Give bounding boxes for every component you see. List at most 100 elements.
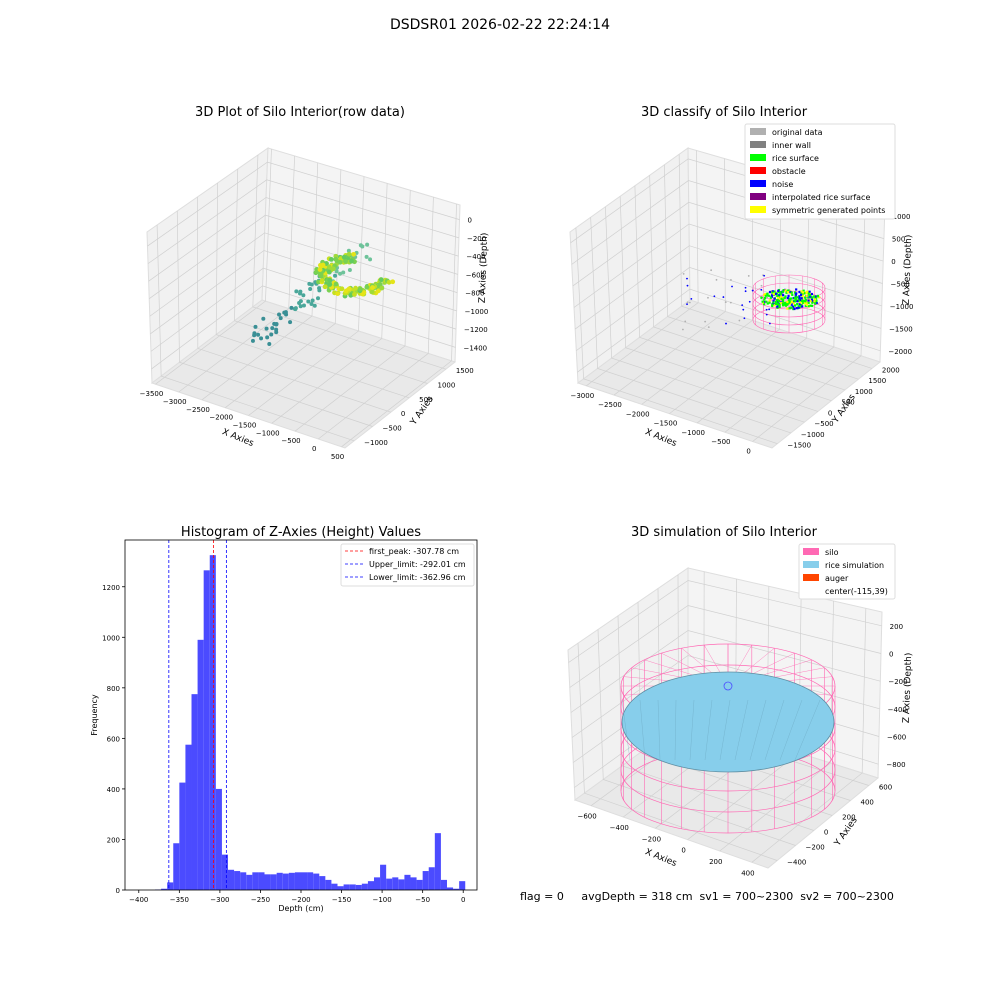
classified-point [777, 299, 781, 303]
x-tick-label: −3000 [163, 398, 187, 406]
classified-point [796, 302, 799, 306]
surface-point [326, 264, 332, 270]
z-axis-label: Z Axies (Depth) [478, 233, 490, 304]
classified-point [778, 303, 781, 307]
legend-swatch [750, 193, 766, 200]
classified-point [771, 303, 774, 306]
histogram-bar [367, 881, 374, 890]
y-tick-label: −500 [814, 420, 833, 428]
legend-label: center(-115,39) [825, 587, 888, 596]
raw-point [277, 312, 282, 317]
classified-point [773, 290, 776, 293]
figure-suptitle: DSDSR01 2026-02-22 22:24:14 [389, 17, 610, 33]
raw-point [312, 303, 317, 308]
legend-label: Lower_limit: -362.96 cm [369, 573, 466, 582]
classified-point [799, 305, 802, 308]
y-tick-label: 1200 [102, 584, 120, 592]
x-gridline [719, 600, 834, 852]
raw-point [274, 322, 279, 327]
noise-point [682, 328, 684, 331]
histogram-bar [197, 639, 204, 890]
histogram-bar [453, 888, 460, 890]
classified-point [775, 299, 779, 302]
x-gridline [201, 162, 319, 401]
histogram-bar [294, 872, 301, 890]
classified-point [803, 299, 806, 303]
legend-label: symmetric generated points [772, 206, 885, 215]
y-gridline [577, 643, 778, 861]
x-tick-label: −350 [170, 896, 189, 904]
noise-point [747, 275, 750, 277]
rice-mesh-line [794, 699, 821, 761]
histogram-bar [209, 555, 216, 890]
surface-point [364, 284, 370, 290]
noise-point [744, 290, 747, 293]
noise-point [729, 301, 732, 304]
legend-swatch [803, 574, 819, 581]
raw-point [259, 336, 264, 341]
legend-label: first_peak: -307.78 cm [369, 547, 459, 556]
classified-point [777, 301, 780, 305]
classified-point [804, 300, 807, 303]
histogram-bar [258, 872, 265, 890]
y-gridline [252, 154, 446, 370]
z-tick-label: 0 [891, 258, 895, 266]
classified-point [807, 301, 810, 305]
classified-point [779, 293, 782, 296]
x-tick-label: −1500 [233, 422, 257, 430]
classified-point [776, 303, 780, 306]
legend-swatch [750, 180, 766, 187]
classified-point [805, 291, 808, 295]
classified-point [810, 304, 814, 307]
x-gridline [752, 199, 866, 442]
x-gridline [586, 150, 699, 387]
z-tick-label: 0 [468, 217, 472, 225]
noise-point [766, 296, 769, 299]
noise-point [765, 308, 768, 311]
histogram-bar [173, 843, 180, 890]
histogram-bar [240, 872, 247, 890]
legend-label: obstacle [772, 167, 806, 176]
raw-point [368, 257, 373, 262]
classified-point [766, 294, 769, 297]
raw-point [294, 289, 299, 294]
raw-3d-axes: −3500−3000−2500−2000−1500−1000−5000500−1… [140, 105, 491, 461]
rice-simulation [621, 671, 835, 773]
z-gridline [150, 267, 457, 352]
classified-point [766, 302, 769, 305]
y-gridline [176, 210, 373, 427]
histogram-bar [355, 884, 362, 890]
x-tick-label: 0 [461, 896, 465, 904]
legend-label: noise [772, 180, 793, 189]
y-tick-label: 1000 [102, 634, 120, 642]
classified-point [798, 304, 801, 308]
histogram-bar [404, 874, 411, 890]
z-tick-label: −800 [465, 290, 484, 298]
raw-point [365, 242, 370, 247]
x-axis-label: Depth (cm) [278, 904, 323, 913]
surface-point [370, 285, 375, 290]
x-tick-label: −600 [577, 813, 596, 821]
classified-point [783, 296, 786, 300]
classified-point [787, 301, 791, 304]
classified-point [784, 295, 787, 298]
surface-point [333, 256, 339, 262]
histogram-bar [288, 872, 295, 890]
classified-point [788, 307, 791, 310]
classified-point [798, 303, 801, 306]
z-tick-label: −600 [466, 271, 485, 279]
x-gridline [724, 191, 838, 433]
raw-point [308, 286, 313, 291]
classified-point [779, 291, 782, 294]
classify-points [682, 269, 821, 331]
classified-point [815, 301, 818, 305]
y-tick-label: 1500 [868, 377, 886, 385]
y-tick-label: 600 [879, 784, 892, 792]
x-tick-label: −2000 [626, 410, 650, 418]
y-gridline [649, 175, 846, 391]
surface-point [386, 279, 392, 285]
histogram-bar [319, 876, 326, 890]
z-axis-label: Z Axies (Depth) [902, 653, 914, 724]
x-tick-label: −300 [210, 896, 229, 904]
